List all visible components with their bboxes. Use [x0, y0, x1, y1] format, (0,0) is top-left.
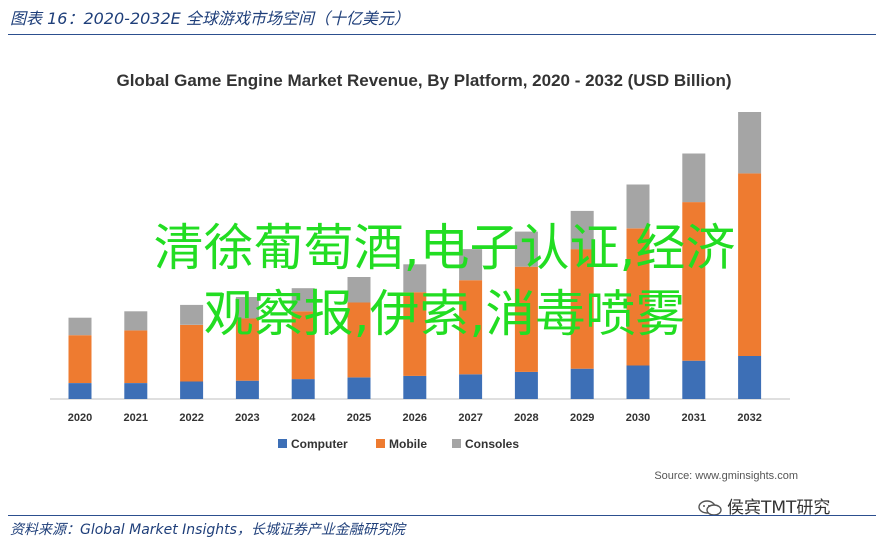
watermark: 侯宾TMT研究 — [697, 496, 830, 520]
bar-consoles-2020 — [68, 317, 92, 336]
x-tick-label: 2021 — [124, 412, 148, 424]
bar-consoles-2025 — [347, 277, 371, 303]
bar-computer-2023 — [235, 380, 259, 399]
bar-mobile-2030 — [626, 228, 650, 366]
bar-consoles-2029 — [570, 210, 594, 250]
bar-consoles-2024 — [291, 288, 315, 312]
legend-label-mobile: Mobile — [389, 437, 427, 451]
x-tick-label: 2027 — [458, 412, 482, 424]
bar-computer-2032 — [738, 355, 762, 399]
x-tick-label: 2020 — [68, 412, 92, 424]
x-tick-label: 2031 — [682, 412, 706, 424]
figure-caption: 图表 16：2020-2032E 全球游戏市场空间（十亿美元） — [10, 9, 410, 28]
bars-group — [68, 112, 762, 399]
bar-mobile-2029 — [570, 249, 594, 369]
legend-swatch-computer — [278, 439, 287, 448]
footer-rule — [8, 515, 876, 516]
bar-consoles-2022 — [180, 304, 204, 325]
x-tick-label: 2026 — [403, 412, 427, 424]
bar-mobile-2032 — [738, 173, 762, 356]
bar-mobile-2027 — [459, 280, 483, 375]
legend-label-computer: Computer — [291, 437, 348, 451]
x-tick-label: 2029 — [570, 412, 594, 424]
bar-consoles-2032 — [738, 112, 762, 174]
bar-mobile-2023 — [235, 318, 259, 381]
bar-mobile-2020 — [68, 335, 92, 383]
legend-swatch-consoles — [452, 439, 461, 448]
bar-computer-2020 — [68, 383, 92, 399]
x-tick-label: 2030 — [626, 412, 650, 424]
x-tick-label: 2022 — [179, 412, 203, 424]
bar-mobile-2028 — [514, 266, 538, 372]
bar-computer-2029 — [570, 368, 594, 399]
x-tick-labels: 2020 2021 2022 2023 2024 2025 2026 2027 2028 2029… — [68, 412, 762, 424]
footer-source: 资料来源：Global Market Insights，长城证券产业金融研究院 — [10, 522, 405, 538]
bar-computer-2030 — [626, 365, 650, 399]
bar-consoles-2031 — [682, 153, 706, 203]
bar-computer-2028 — [514, 371, 538, 399]
x-tick-label: 2023 — [235, 412, 259, 424]
x-tick-label: 2032 — [737, 412, 761, 424]
bar-computer-2022 — [180, 381, 204, 399]
bar-computer-2024 — [291, 379, 315, 399]
overlay-text-line-2: 观察报,伊索,消毒喷雾 — [203, 285, 686, 343]
chart-title: Global Game Engine Market Revenue, By Pl… — [116, 71, 731, 90]
x-tick-label: 2028 — [514, 412, 538, 424]
bar-computer-2026 — [403, 375, 427, 399]
bar-mobile-2026 — [403, 292, 427, 376]
overlay-text-line-1: 清徐葡萄酒,电子认证,经济 — [153, 219, 736, 277]
bar-mobile-2022 — [180, 324, 204, 382]
legend-label-consoles: Consoles — [465, 437, 519, 451]
bar-consoles-2023 — [235, 297, 259, 319]
bar-consoles-2028 — [514, 231, 538, 267]
bar-mobile-2025 — [347, 302, 371, 378]
bar-computer-2031 — [682, 360, 706, 399]
watermark-text: 侯宾TMT研究 — [727, 498, 831, 518]
bar-computer-2027 — [459, 374, 483, 399]
caption-rule — [8, 34, 876, 35]
bar-consoles-2021 — [124, 311, 148, 331]
bar-mobile-2031 — [682, 202, 706, 361]
legend-swatch-mobile — [376, 439, 385, 448]
legend: Computer Mobile Consoles — [278, 437, 519, 451]
bar-computer-2021 — [124, 383, 148, 399]
chart-source: Source: www.gminsights.com — [654, 470, 798, 482]
bar-consoles-2026 — [403, 264, 427, 293]
bar-consoles-2030 — [626, 184, 650, 229]
bar-mobile-2021 — [124, 330, 148, 383]
bar-consoles-2027 — [459, 249, 483, 281]
bar-computer-2025 — [347, 377, 371, 399]
x-tick-label: 2025 — [347, 412, 371, 424]
x-tick-label: 2024 — [291, 412, 316, 424]
bar-mobile-2024 — [291, 311, 315, 380]
